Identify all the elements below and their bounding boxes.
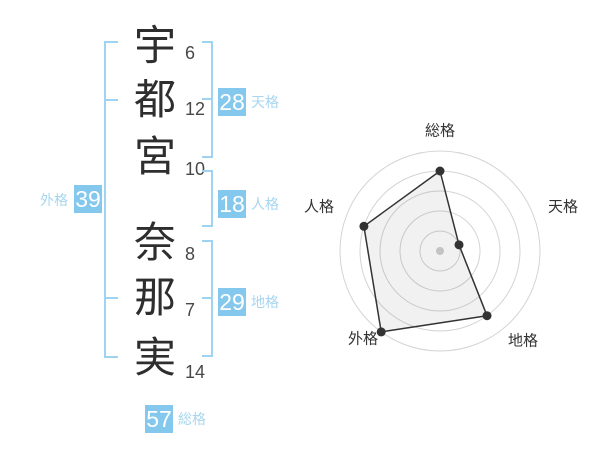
name-character-2: 都 bbox=[133, 76, 176, 123]
radar-axis-label-jinkaku: 人格 bbox=[303, 198, 335, 216]
stroke-count-1: 6 bbox=[185, 43, 196, 63]
radar-axis-label-tenkaku: 天格 bbox=[547, 198, 579, 216]
name-character-6: 実 bbox=[133, 334, 176, 381]
jinkaku-bracket-tick-top bbox=[202, 170, 211, 172]
stroke-count-5: 7 bbox=[185, 300, 196, 320]
chikaku-label: 地格 bbox=[251, 294, 279, 310]
jinkaku-label: 人格 bbox=[251, 196, 279, 212]
gaikaku-bracket-tick-mid2 bbox=[104, 297, 118, 299]
radar-chart-svg bbox=[339, 150, 541, 352]
chikaku-bracket-tick-mid bbox=[202, 297, 211, 299]
chikaku-value-box: 29 bbox=[218, 288, 246, 316]
jinkaku-bracket-tick-bottom bbox=[202, 225, 211, 227]
radar-axis-label-soukaku: 総格 bbox=[424, 122, 456, 140]
tenkaku-label: 天格 bbox=[251, 94, 279, 110]
chikaku-bracket-tick-top bbox=[202, 240, 211, 242]
chikaku-bracket-line bbox=[211, 240, 213, 357]
gaikaku-bracket-line bbox=[104, 41, 106, 358]
stroke-count-6: 14 bbox=[185, 362, 206, 382]
gaikaku-value-box: 39 bbox=[74, 185, 102, 213]
soukaku-value-box: 57 bbox=[145, 405, 173, 433]
tenkaku-value-box: 28 bbox=[218, 88, 246, 116]
radar-axis-label-gaikaku: 外格 bbox=[347, 330, 379, 348]
chikaku-bracket-tick-bottom bbox=[202, 355, 211, 357]
name-character-3: 宮 bbox=[133, 133, 176, 180]
gaikaku-label: 外格 bbox=[40, 192, 68, 208]
soukaku-label: 総格 bbox=[178, 411, 206, 427]
radar-axis-label-chikaku: 地格 bbox=[507, 332, 539, 350]
jinkaku-bracket-line bbox=[211, 170, 213, 227]
radar-chart bbox=[290, 95, 600, 385]
tenkaku-bracket-line bbox=[211, 41, 213, 158]
gaikaku-bracket-tick-mid1 bbox=[104, 99, 118, 101]
stroke-count-3: 10 bbox=[185, 159, 206, 179]
name-character-5: 那 bbox=[133, 274, 176, 321]
jinkaku-value-box: 18 bbox=[218, 190, 246, 218]
gaikaku-bracket-tick-top bbox=[104, 41, 118, 43]
tenkaku-bracket-tick-bottom bbox=[202, 156, 211, 158]
stroke-count-4: 8 bbox=[185, 244, 196, 264]
tenkaku-bracket-tick-mid bbox=[202, 98, 211, 100]
tenkaku-bracket-tick-top bbox=[202, 41, 211, 43]
name-character-1: 宇 bbox=[133, 22, 176, 69]
stroke-count-2: 12 bbox=[185, 99, 206, 119]
name-character-4: 奈 bbox=[133, 219, 176, 266]
gaikaku-bracket-tick-bottom bbox=[104, 356, 118, 358]
